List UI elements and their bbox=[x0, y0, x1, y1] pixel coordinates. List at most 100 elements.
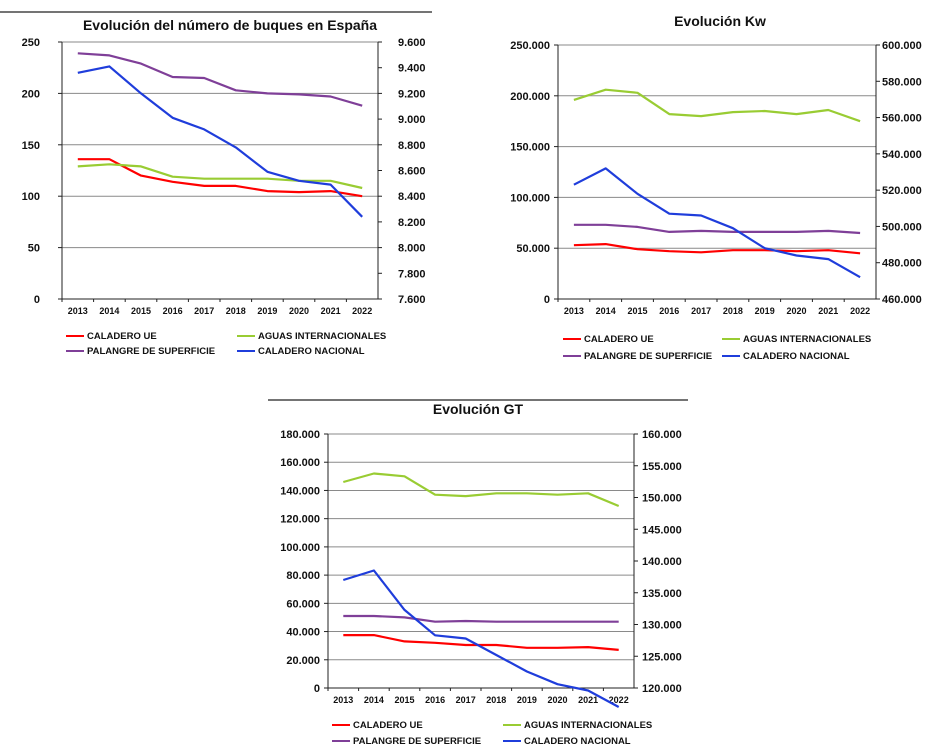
y2-tick-label: 9.000 bbox=[398, 114, 426, 126]
x-tick-label: 2021 bbox=[818, 306, 838, 316]
x-tick-label: 2014 bbox=[596, 306, 616, 316]
y2-tick-label: 9.600 bbox=[398, 37, 426, 49]
y-tick-label: 100.000 bbox=[280, 542, 320, 554]
y2-tick-label: 460.000 bbox=[882, 294, 922, 306]
y2-tick-label: 145.000 bbox=[642, 524, 682, 536]
chart-title: Evolución GT bbox=[433, 401, 524, 417]
series-line-caladero-nacional bbox=[342, 569, 620, 708]
y-tick-label: 120.000 bbox=[280, 514, 320, 526]
chart-2: Evolución Kw 0 50.000 100.000 150.000 200.000… bbox=[510, 13, 922, 362]
x-tick-label: 2021 bbox=[321, 306, 341, 316]
y2-tick-label: 130.000 bbox=[642, 620, 682, 632]
chart-title: Evolución Kw bbox=[674, 13, 766, 29]
legend-label: CALADERO NACIONAL bbox=[524, 736, 631, 747]
x-tick-label: 2022 bbox=[609, 695, 629, 705]
y-tick-label: 140.000 bbox=[280, 485, 320, 497]
x-tick-label: 2017 bbox=[194, 306, 214, 316]
legend-label: AGUAS INTERNACIONALES bbox=[524, 720, 652, 731]
y2-tick-label: 160.000 bbox=[642, 429, 682, 441]
x-tick-label: 2013 bbox=[68, 306, 88, 316]
x-tick-label: 2016 bbox=[425, 695, 445, 705]
y2-tick-label: 560.000 bbox=[882, 113, 922, 125]
x-tick-label: 2015 bbox=[131, 306, 151, 316]
x-tick-label: 2021 bbox=[578, 695, 598, 705]
y-tick-label: 200.000 bbox=[510, 91, 550, 103]
x-tick-label: 2019 bbox=[755, 306, 775, 316]
y-tick-label: 200 bbox=[22, 88, 40, 100]
y2-tick-label: 8.400 bbox=[398, 191, 426, 203]
x-tick-label: 2020 bbox=[786, 306, 806, 316]
x-tick-label: 2014 bbox=[99, 306, 119, 316]
series-line-palangre-de-superficie bbox=[343, 614, 619, 623]
x-tick-label: 2022 bbox=[352, 306, 372, 316]
y2-tick-label: 120.000 bbox=[642, 683, 682, 695]
x-tick-label: 2016 bbox=[659, 306, 679, 316]
y2-tick-label: 480.000 bbox=[882, 258, 922, 270]
x-tick-label: 2019 bbox=[257, 306, 277, 316]
x-tick-label: 2017 bbox=[456, 695, 476, 705]
legend-label: AGUAS INTERNACIONALES bbox=[258, 331, 386, 342]
y-tick-label: 0 bbox=[314, 683, 320, 695]
x-tick-label: 2020 bbox=[547, 695, 567, 705]
series-line-palangre-de-superficie bbox=[573, 223, 861, 235]
y-tick-label: 100 bbox=[22, 191, 40, 203]
y-tick-label: 50.000 bbox=[516, 243, 550, 255]
x-tick-label: 2017 bbox=[691, 306, 711, 316]
chart-3: Evolución GT 0 20.000 40.000 60.000 80.000 100… bbox=[268, 399, 688, 747]
y-tick-label: 150.000 bbox=[510, 142, 550, 154]
x-tick-label: 2014 bbox=[364, 695, 384, 705]
legend-label: CALADERO UE bbox=[584, 334, 654, 345]
series-line-aguas-internacionales bbox=[573, 88, 861, 123]
y-tick-label: 150 bbox=[22, 140, 40, 152]
x-tick-label: 2013 bbox=[564, 306, 584, 316]
y2-tick-label: 600.000 bbox=[882, 40, 922, 52]
x-tick-label: 2018 bbox=[486, 695, 506, 705]
chart-title: Evolución del número de buques en España bbox=[83, 17, 377, 33]
x-tick-label: 2018 bbox=[723, 306, 743, 316]
y-tick-label: 20.000 bbox=[286, 655, 320, 667]
legend-label: PALANGRE DE SUPERFICIE bbox=[87, 346, 215, 357]
chart-1: Evolución del número de buques en España… bbox=[0, 11, 432, 357]
y2-tick-label: 500.000 bbox=[882, 221, 922, 233]
x-tick-label: 2015 bbox=[394, 695, 414, 705]
legend-label: CALADERO NACIONAL bbox=[258, 346, 365, 357]
y2-tick-label: 150.000 bbox=[642, 493, 682, 505]
series-line-caladero-ue bbox=[77, 158, 363, 198]
y2-tick-label: 8.000 bbox=[398, 243, 426, 255]
y-tick-label: 250.000 bbox=[510, 40, 550, 52]
x-tick-label: 2013 bbox=[333, 695, 353, 705]
y2-tick-label: 8.600 bbox=[398, 166, 426, 178]
y2-tick-label: 9.400 bbox=[398, 63, 426, 75]
y2-tick-label: 7.600 bbox=[398, 294, 426, 306]
x-tick-label: 2018 bbox=[226, 306, 246, 316]
legend-label: PALANGRE DE SUPERFICIE bbox=[584, 351, 712, 362]
y2-tick-label: 520.000 bbox=[882, 185, 922, 197]
y-tick-label: 100.000 bbox=[510, 192, 550, 204]
y2-tick-label: 9.200 bbox=[398, 88, 426, 100]
y2-tick-label: 7.800 bbox=[398, 268, 426, 280]
y2-tick-label: 8.200 bbox=[398, 217, 426, 229]
y2-tick-label: 135.000 bbox=[642, 588, 682, 600]
x-tick-label: 2015 bbox=[627, 306, 647, 316]
legend-label: AGUAS INTERNACIONALES bbox=[743, 334, 871, 345]
x-tick-label: 2020 bbox=[289, 306, 309, 316]
y-tick-label: 50 bbox=[28, 243, 40, 255]
y-tick-label: 60.000 bbox=[286, 598, 320, 610]
y2-tick-label: 125.000 bbox=[642, 651, 682, 663]
y2-tick-label: 580.000 bbox=[882, 76, 922, 88]
y-tick-label: 250 bbox=[22, 37, 40, 49]
y-tick-label: 80.000 bbox=[286, 570, 320, 582]
series-line-aguas-internacionales bbox=[77, 163, 363, 190]
y-tick-label: 160.000 bbox=[280, 457, 320, 469]
series-line-aguas-internacionales bbox=[343, 472, 620, 508]
x-tick-label: 2019 bbox=[517, 695, 537, 705]
legend-label: CALADERO UE bbox=[353, 720, 423, 731]
legend-label: CALADERO NACIONAL bbox=[743, 351, 850, 362]
series-line-caladero-nacional bbox=[77, 65, 363, 218]
y2-tick-label: 540.000 bbox=[882, 149, 922, 161]
y2-tick-label: 155.000 bbox=[642, 461, 682, 473]
x-tick-label: 2022 bbox=[850, 306, 870, 316]
y-tick-label: 0 bbox=[34, 294, 40, 306]
legend-label: CALADERO UE bbox=[87, 331, 157, 342]
series-line-palangre-de-superficie bbox=[77, 52, 363, 107]
